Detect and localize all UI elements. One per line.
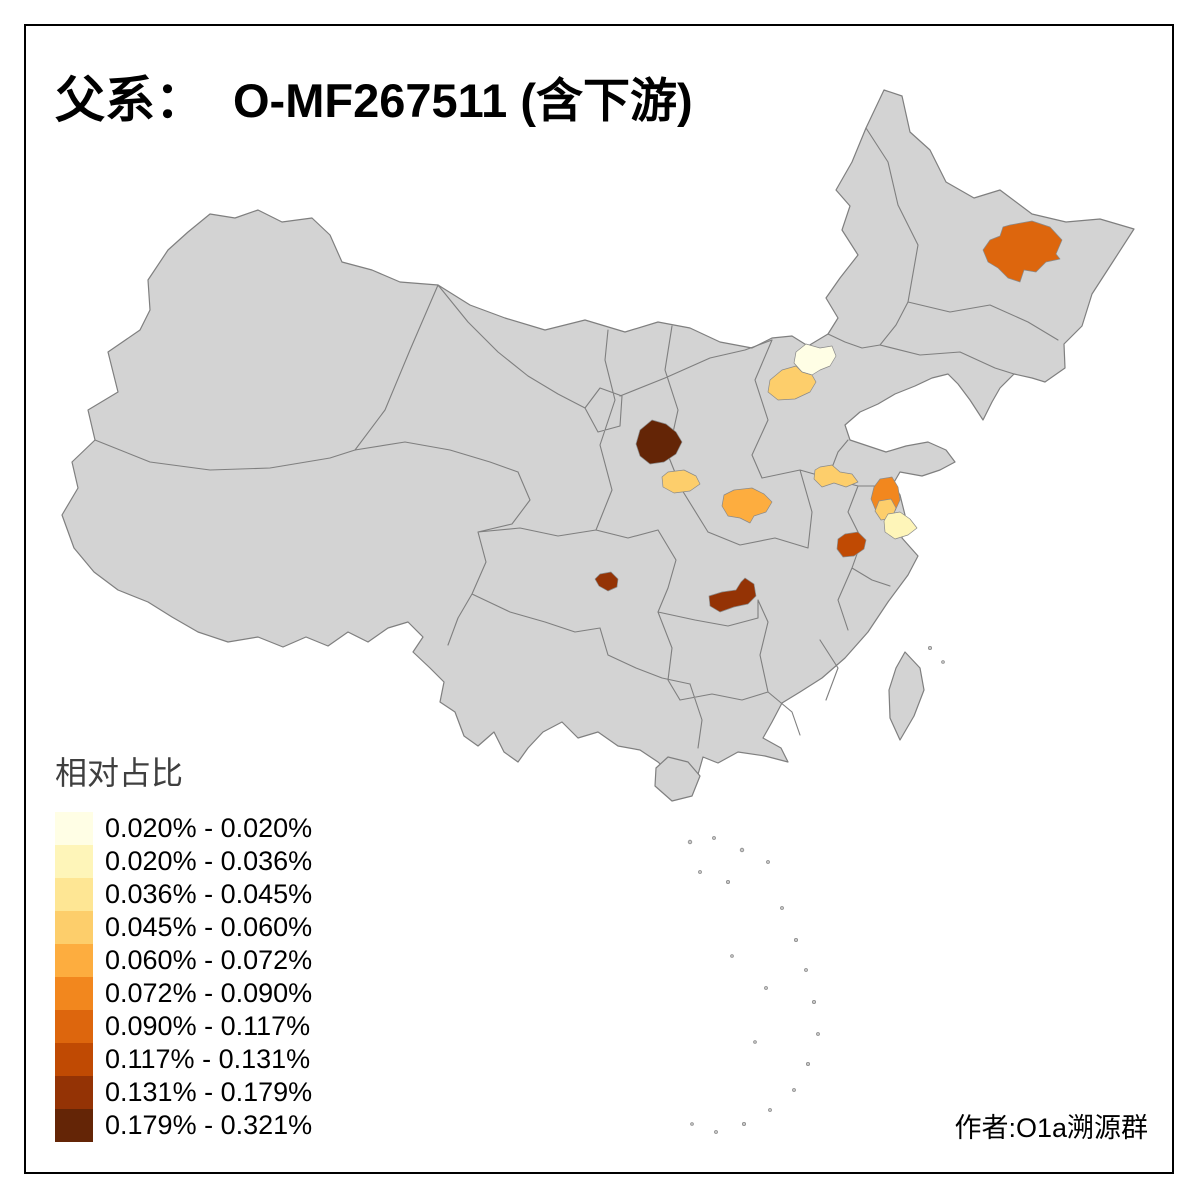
- map-region-beijing-area: [793, 343, 837, 376]
- page-title: 父系： O-MF267511 (含下游): [55, 60, 693, 132]
- legend-item: 0.117% - 0.131%: [55, 1043, 312, 1076]
- legend-label: 0.131% - 0.179%: [105, 1077, 313, 1107]
- taiwan-island: [888, 651, 925, 741]
- map-region-anhui-south: [836, 531, 867, 558]
- map-region-northeast: [982, 220, 1063, 283]
- legend: 相对占比 0.020% - 0.020% 0.020% - 0.036% 0.0…: [55, 748, 312, 1142]
- legend-label: 0.072% - 0.090%: [105, 978, 313, 1008]
- legend-swatch: [55, 1109, 93, 1142]
- legend-swatch: [55, 1043, 93, 1076]
- map-region-jiangsu-se: [883, 511, 918, 540]
- legend-label: 0.036% - 0.045%: [105, 879, 313, 909]
- map-region-jiangsu-nw: [813, 464, 859, 488]
- map-region-hubei-south: [708, 577, 757, 613]
- legend-label: 0.045% - 0.060%: [105, 912, 313, 942]
- legend-item: 0.045% - 0.060%: [55, 911, 312, 944]
- legend-swatch: [55, 845, 93, 878]
- legend-swatch: [55, 1076, 93, 1109]
- map-region-gansu-east: [635, 419, 683, 465]
- legend-item: 0.020% - 0.036%: [55, 845, 312, 878]
- title-prefix: 父系：: [55, 72, 205, 128]
- hainan-island: [654, 756, 701, 802]
- province-borders: [94, 127, 1059, 749]
- legend-item: 0.072% - 0.090%: [55, 977, 312, 1010]
- legend-title: 相对占比: [55, 755, 184, 791]
- legend-item: 0.020% - 0.020%: [55, 812, 312, 845]
- south-china-sea-islets: [687, 646, 945, 1134]
- author-credit: 作者:O1a溯源群: [954, 1113, 1148, 1143]
- china-landmass: [61, 89, 1135, 793]
- legend-swatch: [55, 911, 93, 944]
- legend-swatch: [55, 878, 93, 911]
- legend-label: 0.020% - 0.036%: [105, 846, 313, 876]
- legend-item: 0.036% - 0.045%: [55, 878, 312, 911]
- legend-swatch: [55, 977, 93, 1010]
- legend-label: 0.117% - 0.131%: [105, 1044, 311, 1074]
- legend-swatch: [55, 812, 93, 845]
- map-region-henan-sw: [721, 487, 773, 524]
- legend-label: 0.090% - 0.117%: [105, 1011, 311, 1041]
- legend-swatch: [55, 944, 93, 977]
- title-haplogroup: O-MF267511 (含下游): [233, 74, 693, 127]
- map-region-hebei-nw: [767, 365, 817, 401]
- legend-item: 0.131% - 0.179%: [55, 1076, 312, 1109]
- legend-item: 0.090% - 0.117%: [55, 1010, 312, 1043]
- legend-label: 0.060% - 0.072%: [105, 945, 313, 975]
- map-region-sichuan-south: [594, 571, 619, 592]
- legend-swatch: [55, 1010, 93, 1043]
- map-region-shaanxi-central: [661, 469, 701, 494]
- legend-label: 0.020% - 0.020%: [105, 813, 313, 843]
- legend-item: 0.060% - 0.072%: [55, 944, 312, 977]
- legend-label: 0.179% - 0.321%: [105, 1110, 313, 1140]
- legend-item: 0.179% - 0.321%: [55, 1109, 312, 1142]
